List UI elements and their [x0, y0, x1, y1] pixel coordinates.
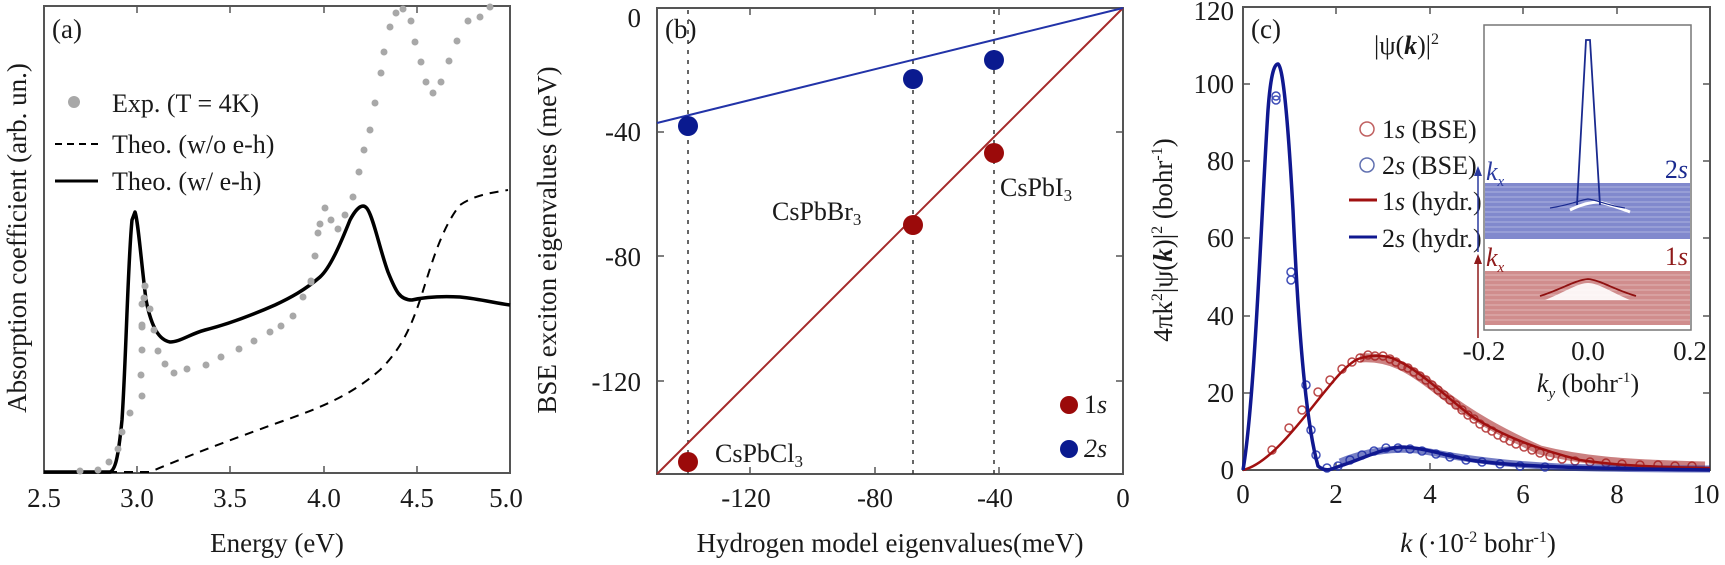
point-1s-cspbbr3: [903, 215, 923, 235]
legend-exp-label: Exp. (T = 4K): [112, 89, 259, 118]
panel-c-label: (c): [1251, 14, 1281, 44]
point-2s-cspbcl3: [678, 116, 698, 136]
annotation-cspbi3: CsPbI3: [1000, 173, 1072, 205]
panel-a-ylabel: Absorption coefficient (arb. un.): [2, 63, 32, 413]
panel-b-ytick: -40: [605, 117, 641, 147]
inset-kx-label-1s: kx: [1486, 243, 1505, 276]
panel-c-ytick: 80: [1207, 146, 1234, 176]
panel-c-xlabel: k (·10-2 bohr-1): [1400, 528, 1556, 558]
panel-a-xtick: 2.5: [27, 483, 61, 513]
inset-xtick: 0.0: [1571, 336, 1605, 366]
panel-b-ytick: -120: [592, 367, 642, 397]
legend-1s-bse-marker: [1359, 121, 1375, 137]
panel-a-xtick: 4.0: [307, 483, 341, 513]
legend-1s-marker: [1060, 396, 1078, 414]
inset: |ψ(k)|2: [1374, 24, 1707, 402]
inset-xlabel: ky (bohr-1): [1537, 369, 1639, 402]
hydr-1s-curve: [1242, 354, 1711, 472]
panel-b-xtick: -40: [977, 483, 1013, 513]
inset-kx-label-2s: kx: [1486, 157, 1505, 190]
fit-line-2s: [656, 7, 1124, 124]
panel-c-ytick: 60: [1207, 223, 1234, 253]
inset-title: |ψ(k)|2: [1374, 31, 1439, 60]
panel-b-label: (b): [665, 14, 696, 44]
point-1s-cspbcl3: [678, 452, 698, 472]
point-2s-cspbi3: [984, 50, 1004, 70]
legend-2s-hydr-label: 2s (hydr.): [1382, 224, 1482, 253]
legend-2s-bse-marker: [1359, 157, 1375, 173]
panel-c-ytick: 40: [1207, 301, 1234, 331]
legend-1s-bse-label: 1s (BSE): [1382, 115, 1477, 144]
panel-b-ytick: 0: [628, 3, 642, 33]
inset-2s-surface: [1485, 39, 1690, 239]
inset-label-1s: 1s: [1665, 242, 1688, 271]
exp-dots: [76, 3, 494, 475]
panel-c-xtick: 6: [1516, 479, 1530, 509]
fit-line-1s: [656, 7, 1124, 475]
inset-xtick: -0.2: [1463, 336, 1506, 366]
legend-1s-label: 1s: [1084, 390, 1107, 419]
panel-b-xtick: -120: [721, 483, 771, 513]
panel-a: 2.5 3.0 3.5 4.0 4.5 5.0 Energy (eV) Abso…: [2, 3, 523, 558]
panel-c-ytick: 0: [1221, 455, 1235, 485]
panel-b-xtick: -80: [857, 483, 893, 513]
panel-c-ytick: 100: [1194, 69, 1235, 99]
legend-1s-hydr-label: 1s (hydr.): [1382, 187, 1482, 216]
panel-b-xtick: 0: [1116, 483, 1130, 513]
inset-1s-surface: [1485, 271, 1690, 325]
panel-b-xlabel: Hydrogen model eigenvalues(meV): [697, 528, 1084, 558]
inset-label-2s: 2s: [1665, 155, 1688, 184]
panel-a-xtick: 5.0: [489, 483, 523, 513]
panel-b: CsPbCl3 CsPbBr3 CsPbI3 1s 2s -120 -80 -4…: [532, 3, 1130, 558]
legend-2s-label: 2s: [1084, 434, 1107, 463]
panel-c-ytick: 20: [1207, 378, 1234, 408]
panel-b-ylabel: BSE exciton eigenvalues (meV): [532, 66, 562, 413]
panel-a-xtick: 4.5: [400, 483, 434, 513]
hydr-2s-curve: [1241, 62, 1711, 472]
panel-c-xtick: 2: [1329, 479, 1343, 509]
panel-b-ytick: -80: [605, 242, 641, 272]
panel-b-ticks: [657, 8, 1123, 474]
panel-a-label: (a): [52, 14, 82, 44]
annotation-cspbbr3: CsPbBr3: [772, 197, 861, 229]
panel-c-ylabel: 4πk2|ψ(k)|2 (bohr-1): [1148, 138, 1178, 341]
point-1s-cspbi3: [984, 143, 1004, 163]
panel-b-guides: [687, 10, 995, 474]
legend-w-eh-label: Theo. (w/ e-h): [112, 167, 261, 196]
inset-xtick: 0.2: [1673, 336, 1707, 366]
panel-a-frame: [43, 5, 511, 474]
panel-b-frame: [656, 7, 1124, 475]
panel-c-ticks: [1243, 7, 1710, 470]
theo-w-eh-curve: [44, 204, 511, 474]
panel-a-xtick: 3.0: [120, 483, 154, 513]
inset-kx-arrowhead-2s: [1474, 166, 1482, 176]
panel-c-ytick: 120: [1194, 0, 1235, 26]
panel-c-xtick: 0: [1236, 479, 1250, 509]
panel-a-ticks: [136, 6, 418, 473]
legend-2s-bse-label: 2s (BSE): [1382, 151, 1477, 180]
panel-a-xlabel: Energy (eV): [210, 528, 344, 558]
panel-c-xtick: 10: [1693, 479, 1720, 509]
panel-c: 1s (BSE) 2s (BSE) 1s (hydr.) 2s (hydr.) …: [1148, 0, 1720, 558]
bse-1s-band: [1359, 353, 1706, 471]
legend-wo-eh-label: Theo. (w/o e-h): [112, 130, 274, 159]
panel-c-xtick: 8: [1610, 479, 1624, 509]
panel-c-xtick: 4: [1423, 479, 1437, 509]
panel-a-xtick: 3.5: [213, 483, 247, 513]
point-2s-cspbbr3: [903, 69, 923, 89]
annotation-cspbcl3: CsPbCl3: [715, 439, 803, 471]
inset-kx-arrowhead-1s: [1474, 254, 1482, 264]
legend-exp-marker: [68, 96, 80, 108]
theo-wo-eh-curve: [44, 189, 509, 473]
legend-2s-marker: [1060, 440, 1078, 458]
